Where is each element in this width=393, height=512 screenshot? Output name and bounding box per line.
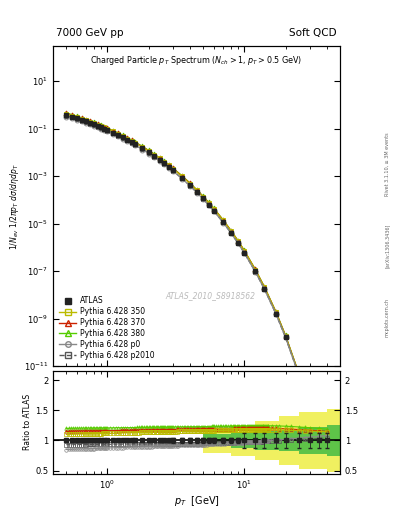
Text: 7000 GeV pp: 7000 GeV pp <box>56 28 123 38</box>
Y-axis label: Ratio to ATLAS: Ratio to ATLAS <box>23 394 32 451</box>
X-axis label: $p_T$  [GeV]: $p_T$ [GeV] <box>174 494 219 507</box>
Legend: ATLAS, Pythia 6.428 350, Pythia 6.428 370, Pythia 6.428 380, Pythia 6.428 p0, Py: ATLAS, Pythia 6.428 350, Pythia 6.428 37… <box>57 294 157 362</box>
Bar <box>231 425 255 456</box>
Bar <box>279 416 299 464</box>
Text: Rivet 3.1.10, ≥ 3M events: Rivet 3.1.10, ≥ 3M events <box>385 132 390 196</box>
Bar <box>203 429 231 453</box>
Bar <box>327 409 340 472</box>
Text: Charged Particle $p_T$ Spectrum ($N_{ch}>1$, $p_T>0.5$ GeV): Charged Particle $p_T$ Spectrum ($N_{ch}… <box>90 54 303 67</box>
Bar <box>327 425 340 456</box>
Bar <box>255 432 279 450</box>
Bar <box>255 421 279 460</box>
Text: Soft QCD: Soft QCD <box>290 28 337 38</box>
Text: mcplots.cern.ch: mcplots.cern.ch <box>385 298 390 337</box>
Y-axis label: $1/N_{ev}\ 1/2\pi p_T\ d\sigma/d\eta dp_T$: $1/N_{ev}\ 1/2\pi p_T\ d\sigma/d\eta dp_… <box>8 163 21 249</box>
Bar <box>299 412 327 470</box>
Bar <box>203 435 231 446</box>
Bar <box>231 433 255 447</box>
Text: ATLAS_2010_S8918562: ATLAS_2010_S8918562 <box>166 291 256 300</box>
Bar <box>279 430 299 451</box>
Bar <box>299 427 327 454</box>
Text: [arXiv:1306.3436]: [arXiv:1306.3436] <box>385 224 390 268</box>
